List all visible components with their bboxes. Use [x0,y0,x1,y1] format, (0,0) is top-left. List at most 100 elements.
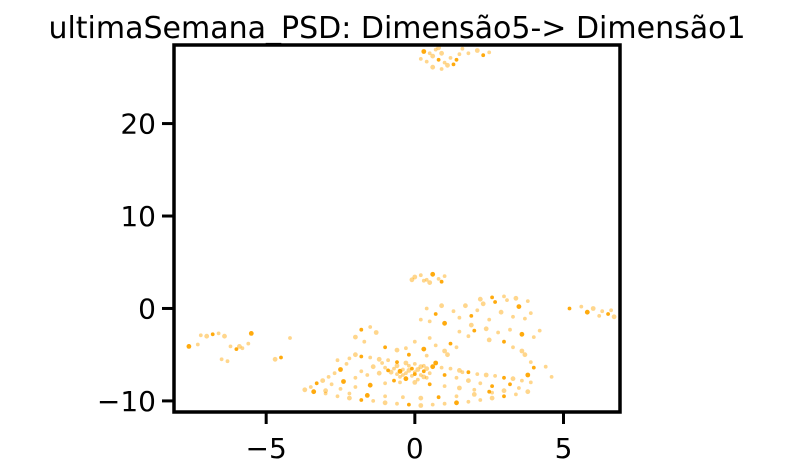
data-point [421,363,426,368]
y-tick-label: 0 [138,292,156,325]
data-point [433,312,438,316]
data-point [490,384,494,388]
data-point [412,380,418,385]
data-point [386,368,390,373]
data-point [210,332,215,337]
data-point [373,330,379,335]
data-point [412,362,417,366]
data-point [421,374,427,380]
data-point [326,375,331,379]
data-point [528,380,533,385]
data-point [397,368,403,374]
data-point [439,279,444,284]
data-point [451,62,456,67]
data-point [590,306,596,311]
data-point [469,314,474,318]
data-point [371,399,376,403]
data-point [508,327,512,332]
data-point [246,341,251,346]
chart-title: ultimaSemana_PSD: Dimensão5-> Dimensão1 [48,11,745,46]
data-point [222,333,227,339]
data-point [543,364,548,369]
data-point [365,373,370,377]
data-point [412,274,418,280]
data-point [549,375,554,379]
data-point [302,387,308,393]
data-point [338,387,343,391]
data-point [410,374,414,378]
data-point [510,376,516,382]
data-point [514,392,518,397]
data-point [403,360,409,366]
data-point [442,60,447,65]
data-point [436,57,441,62]
data-point [528,311,533,315]
data-point [427,280,433,285]
data-point [436,277,441,281]
data-point [353,375,358,380]
data-point [386,358,390,363]
plot-frame [172,43,622,414]
data-point [472,387,477,392]
data-point [487,389,492,394]
data-point [392,366,396,371]
data-point [314,381,319,386]
data-point [430,64,436,70]
data-point [439,365,444,370]
data-point [383,345,387,350]
data-point [237,344,242,349]
data-point [394,363,400,369]
data-point [418,395,424,401]
data-point [427,319,432,324]
data-point [477,296,483,302]
data-point [522,352,528,358]
data-point [475,308,480,313]
data-point [382,400,388,406]
data-point [520,378,524,383]
data-point [496,330,500,335]
data-point [460,370,465,375]
data-point [579,304,584,309]
data-point [424,366,430,371]
data-point [531,365,536,370]
data-point [466,334,471,339]
data-points [186,45,617,408]
data-point [240,346,245,351]
data-point [427,336,432,340]
data-point [584,309,590,315]
data-point [323,391,328,396]
data-point [347,395,352,401]
data-point [471,392,477,397]
data-point [442,373,447,377]
data-point [409,277,415,283]
data-point [368,325,373,329]
data-point [454,400,459,406]
data-point [448,341,453,346]
data-point [433,360,439,366]
data-point [279,355,283,360]
data-point [457,368,462,373]
data-point [466,399,471,404]
data-point [486,337,492,343]
data-point [525,389,531,395]
data-point [362,339,367,344]
data-point [424,306,429,311]
data-point [454,394,459,399]
data-point [359,354,364,359]
data-point [448,366,453,371]
data-point [424,277,429,282]
data-point [421,346,427,352]
data-point [511,314,515,319]
data-point [344,362,349,366]
data-point [424,375,429,380]
data-point [457,329,462,334]
data-point [364,393,370,398]
data-point [611,314,617,320]
data-point [398,375,402,379]
data-point [508,382,512,387]
data-point [439,50,444,56]
data-point [383,394,387,399]
data-point [454,57,459,62]
data-point [502,394,506,399]
